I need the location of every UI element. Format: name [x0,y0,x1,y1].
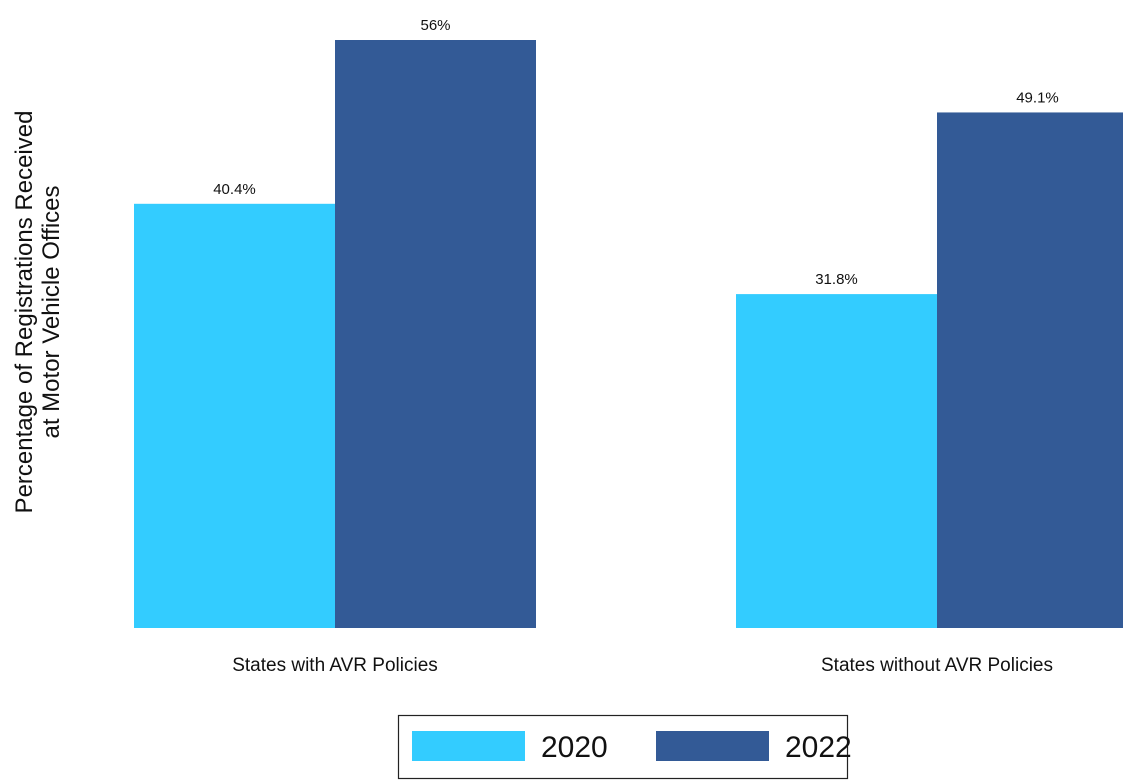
value-label-2020-cat-1: 40.4% [213,181,256,198]
bar-2020-cat-2 [736,294,937,628]
y-axis-label-line-2: at Motor Vehicle Offices [38,185,65,438]
legend: 2020 2022 [397,714,852,780]
legend-swatch-2020 [412,731,525,761]
category-labels-group: States with AVR Policies States without A… [232,655,1053,676]
legend-label-2020: 2020 [541,731,608,764]
y-axis-label-line-1: Percentage of Registrations Received [11,111,38,514]
legend-label-2022: 2022 [785,731,852,764]
value-label-2022-cat-2: 49.1% [1016,89,1059,106]
value-label-2020-cat-2: 31.8% [815,271,858,288]
category-label-1: States with AVR Policies [232,655,438,676]
value-labels-group: 40.4% 56% 31.8% 49.1% [213,17,1059,288]
bar-2022-cat-1 [335,40,536,628]
y-axis-label: Percentage of Registrations Received at … [11,111,65,514]
value-label-2022-cat-1: 56% [420,17,450,34]
bars-group [134,40,1123,629]
category-label-2: States without AVR Policies [821,655,1053,676]
bar-2022-cat-2 [937,112,1123,628]
legend-swatch-2022 [656,731,769,761]
bar-2020-cat-1 [134,203,335,629]
